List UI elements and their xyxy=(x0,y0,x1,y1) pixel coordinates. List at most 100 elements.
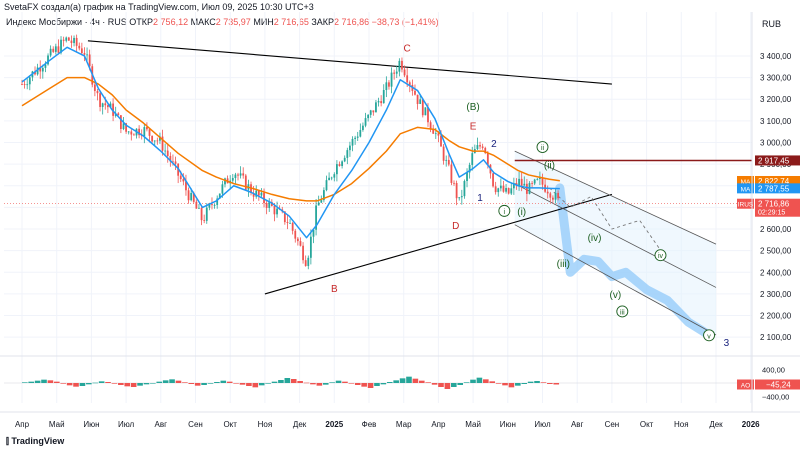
wave-label: v xyxy=(707,333,711,340)
candle-body xyxy=(174,161,177,164)
y-tick-label: 2 300,00 xyxy=(760,290,792,299)
candle-body xyxy=(338,164,341,166)
candle-body xyxy=(356,136,359,138)
candle-body xyxy=(432,128,435,134)
wave-label-circle xyxy=(616,305,629,318)
candle-body xyxy=(265,203,268,208)
oscillator-bar xyxy=(239,383,246,385)
candle-body xyxy=(75,37,78,46)
oscillator-bar xyxy=(540,382,547,383)
candle-body xyxy=(213,204,216,206)
price-tag-badge-text: MA xyxy=(741,186,751,193)
oscillator-bar xyxy=(515,383,521,386)
candle-body xyxy=(393,72,396,74)
candle-body xyxy=(429,122,432,129)
candle-body xyxy=(239,173,242,176)
oscillator-bar xyxy=(386,382,393,383)
y-tick-label: 3 200,00 xyxy=(760,95,792,104)
candle-body xyxy=(70,40,73,44)
candle-body xyxy=(21,84,23,85)
candle-body xyxy=(161,136,164,151)
candle-body xyxy=(195,201,198,209)
candle-body xyxy=(359,130,362,137)
price-tag-value: 2 716,86 xyxy=(758,200,790,209)
candle-body xyxy=(455,182,458,199)
oscillator-bar xyxy=(156,381,163,383)
open-value: 2 756,12 xyxy=(153,17,189,27)
x-tick-label: Май xyxy=(49,420,65,429)
candle-body xyxy=(536,178,539,180)
price-tag-value: 2 822,74 xyxy=(758,177,790,186)
candle-body xyxy=(525,183,528,194)
oscillator-bar xyxy=(303,382,310,384)
oscillator-bar xyxy=(143,383,150,385)
candle-body xyxy=(28,77,31,85)
candle-body xyxy=(289,222,291,224)
candle-body xyxy=(286,222,289,224)
wave-label: 2 xyxy=(491,139,497,150)
x-tick-label: Сен xyxy=(188,420,203,429)
candle-body xyxy=(234,174,237,179)
oscillator-bar xyxy=(92,382,99,384)
candle-body xyxy=(125,123,127,132)
symbol-name[interactable]: Индекс Мосбиржи · 4ч · RUS xyxy=(6,17,127,27)
oscillator-bar xyxy=(335,380,342,383)
candle-body xyxy=(47,55,49,65)
x-tick-label: Окт xyxy=(223,420,237,429)
candle-body xyxy=(351,138,354,146)
candle-body xyxy=(57,46,60,53)
candle-body xyxy=(86,54,88,56)
candle-body xyxy=(336,164,338,175)
x-tick-label: Май xyxy=(465,420,481,429)
wave-label-circle xyxy=(498,204,511,217)
candle-body xyxy=(49,48,52,56)
candle-body xyxy=(408,82,411,85)
oscillator-bar xyxy=(329,382,335,383)
candle-body xyxy=(492,173,494,187)
candle-body xyxy=(398,60,401,72)
candle-body xyxy=(447,159,450,165)
x-tick-label: 2026 xyxy=(742,420,760,429)
wave-label: (v) xyxy=(610,290,622,301)
candle-body xyxy=(54,46,57,52)
oscillator-bar xyxy=(220,380,227,383)
candle-body xyxy=(440,135,442,147)
candle-body xyxy=(341,161,344,166)
candle-body xyxy=(416,94,419,104)
oscillator-bar xyxy=(66,383,73,386)
oscillator-bar xyxy=(457,383,464,385)
candle-body xyxy=(268,202,271,208)
candle-body xyxy=(401,60,403,70)
candle-body xyxy=(315,205,317,230)
x-tick-label: Июл xyxy=(534,420,551,429)
wave-label: 1 xyxy=(477,193,483,204)
candle-body xyxy=(156,140,159,142)
oscillator-bar xyxy=(130,383,137,387)
candle-body xyxy=(330,177,333,179)
candle-body xyxy=(414,90,416,95)
candle-body xyxy=(36,67,39,75)
candle-body xyxy=(507,188,510,194)
oscillator-bar xyxy=(463,382,470,383)
tradingview-logo[interactable]: ⫿ TradingView xyxy=(6,436,65,446)
wave-label: (iv) xyxy=(588,233,602,244)
oscillator-bar xyxy=(214,382,220,383)
candle-body xyxy=(317,202,320,206)
candle-body xyxy=(460,196,463,198)
price-tag-badge-text: IRUS xyxy=(738,202,754,209)
wave-label: ii xyxy=(541,145,545,152)
x-tick-label: Фев xyxy=(362,420,377,429)
candle-body xyxy=(104,103,107,106)
x-tick-label: Окт xyxy=(640,420,654,429)
oscillator-bar xyxy=(380,383,387,385)
oscillator-bar xyxy=(22,382,28,383)
candle-body xyxy=(190,192,193,201)
candle-body xyxy=(468,164,471,173)
candle-body xyxy=(367,114,370,119)
oscillator-bar xyxy=(188,383,195,384)
high-label: МАКС xyxy=(190,17,216,27)
candle-body xyxy=(518,178,520,186)
wave-label: (ii) xyxy=(544,160,555,171)
projection-dash-line xyxy=(549,187,665,256)
